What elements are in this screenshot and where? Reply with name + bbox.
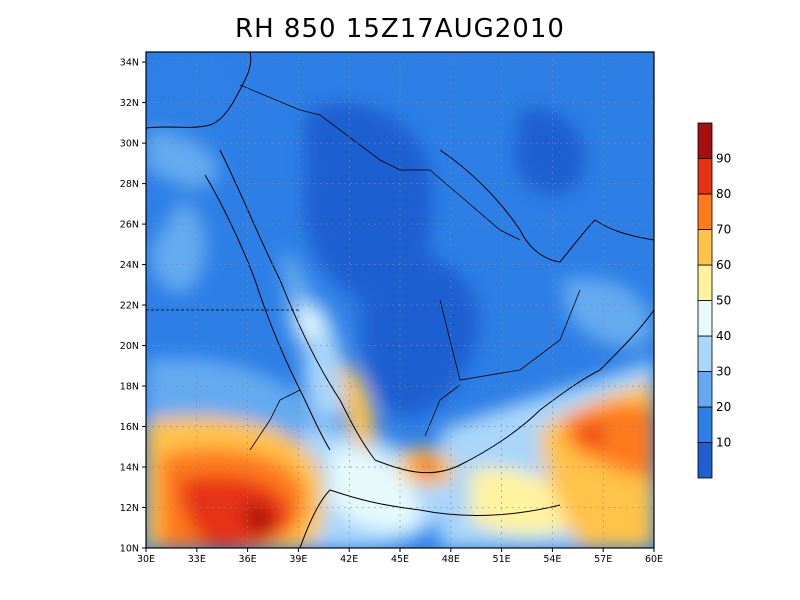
coast-redsea-west [204, 174, 331, 451]
lon-tick-label: 36E [239, 554, 257, 565]
lon-tick-label: 48E [442, 554, 460, 565]
lat-tick-label: 26N [120, 220, 139, 231]
field-red-yemen [415, 458, 439, 476]
lon-tick-label: 30E [137, 554, 155, 565]
lat-tick-label: 30N [120, 139, 139, 150]
field-low-south [361, 248, 479, 417]
borders [146, 84, 581, 451]
lat-axis-labels: 10N 12N 14N 16N 18N 20N 22N 24N 26N 28N 30N 32N 34N [120, 58, 146, 555]
coast-levant [146, 52, 252, 129]
colorbar-swatch [697, 193, 713, 230]
lon-axis-labels: 30E 33E 36E 39E 42E 45E 48E 51E 54E 57E 60E [137, 548, 663, 565]
lat-tick-label: 22N [120, 301, 139, 312]
lat-tick-label: 24N [120, 260, 139, 271]
coast-oman-south [599, 309, 654, 371]
colorbar-label: 90 [716, 152, 731, 166]
lat-tick-label: 10N [120, 544, 139, 555]
coast-gulf-west [439, 149, 596, 263]
lon-tick-label: 45E [391, 554, 409, 565]
field-orange-asir [340, 360, 375, 449]
field-light-oman [560, 278, 652, 349]
lat-tick-label: 12N [120, 503, 139, 514]
colorbar-label: 10 [716, 436, 731, 450]
field-yellow-gulfaden [470, 467, 580, 535]
colorbar-label: 40 [716, 329, 731, 343]
lat-tick-label: 28N [120, 179, 139, 190]
lat-tick-label: 14N [120, 463, 139, 474]
colorbar-swatch [697, 264, 713, 301]
colorbar-label: 80 [716, 187, 731, 201]
colorbar-label: 60 [716, 258, 731, 272]
colorbar-swatch [697, 229, 713, 266]
coast-horn [299, 489, 421, 548]
border-yemen [424, 384, 461, 437]
lat-tick-label: 32N [120, 98, 139, 109]
lat-tick-label: 34N [120, 58, 139, 69]
field-white-djibouti [330, 448, 420, 531]
field-red-arabiansea [578, 425, 606, 445]
coast-southarabia [374, 369, 601, 474]
colorbar-swatch [697, 442, 713, 479]
colorbar-label: 50 [716, 294, 731, 308]
colorbar-label: 20 [716, 400, 731, 414]
coast-somalia [419, 504, 561, 516]
lon-tick-label: 42E [340, 554, 358, 565]
lon-tick-label: 51E [493, 554, 511, 565]
field-low-east [515, 108, 586, 195]
border-north [239, 84, 430, 171]
field-nw [150, 60, 240, 126]
border-south [439, 289, 581, 381]
colorbar-label: 70 [716, 223, 731, 237]
lat-tick-label: 18N [120, 382, 139, 393]
field-light-west [150, 200, 207, 293]
border-kuwait [429, 169, 521, 241]
colorbar-swatch [697, 158, 713, 195]
field-darkred-ethiopia [245, 504, 274, 536]
lon-tick-label: 33E [188, 554, 206, 565]
lon-tick-label: 60E [645, 554, 663, 565]
field-light-nw [146, 130, 218, 189]
colorbar-swatch [697, 122, 713, 159]
colorbar: 10 20 30 40 50 60 70 80 90 [697, 122, 731, 479]
lat-tick-label: 20N [120, 341, 139, 352]
border-eritrea [249, 389, 301, 451]
colorbar-swatch [697, 335, 713, 372]
field-white-coast [298, 300, 320, 341]
lon-tick-label: 57E [594, 554, 612, 565]
field-darkorange-arabiansea [565, 403, 654, 480]
colorbar-swatch [697, 406, 713, 443]
lon-tick-label: 39E [289, 554, 307, 565]
lat-lon-grid [146, 52, 654, 548]
map-title: RH 850 15Z17AUG2010 [235, 14, 565, 44]
colorbar-swatch [697, 371, 713, 408]
colorbar-label: 30 [716, 365, 731, 379]
lat-tick-label: 16N [120, 422, 139, 433]
coast-iran [594, 219, 654, 241]
lon-tick-label: 54E [543, 554, 561, 565]
colorbar-swatch [697, 300, 713, 337]
